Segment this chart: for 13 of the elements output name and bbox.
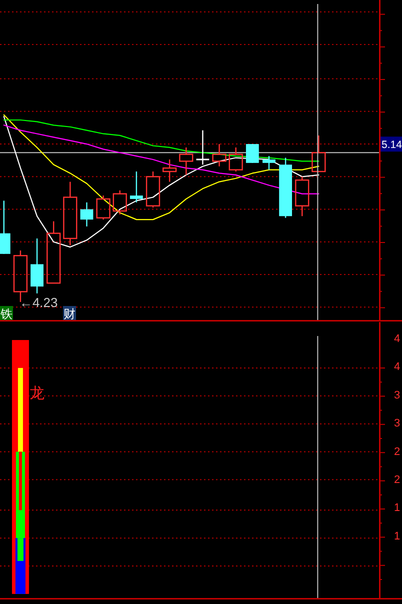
text: 2 [394,446,400,458]
annotation: ←4.23 [19,294,58,310]
text: 4 [394,361,400,374]
text: 3 [394,418,400,430]
text: 5.14 [382,139,402,152]
text: 铁 [0,307,12,321]
text: 4 [394,333,400,345]
text: 2 [394,474,400,486]
text: 3 [394,389,400,402]
text: 1 [394,530,400,542]
text: 1 [394,502,400,514]
text: 财 [64,307,76,321]
annotation: 龙 [30,385,44,402]
